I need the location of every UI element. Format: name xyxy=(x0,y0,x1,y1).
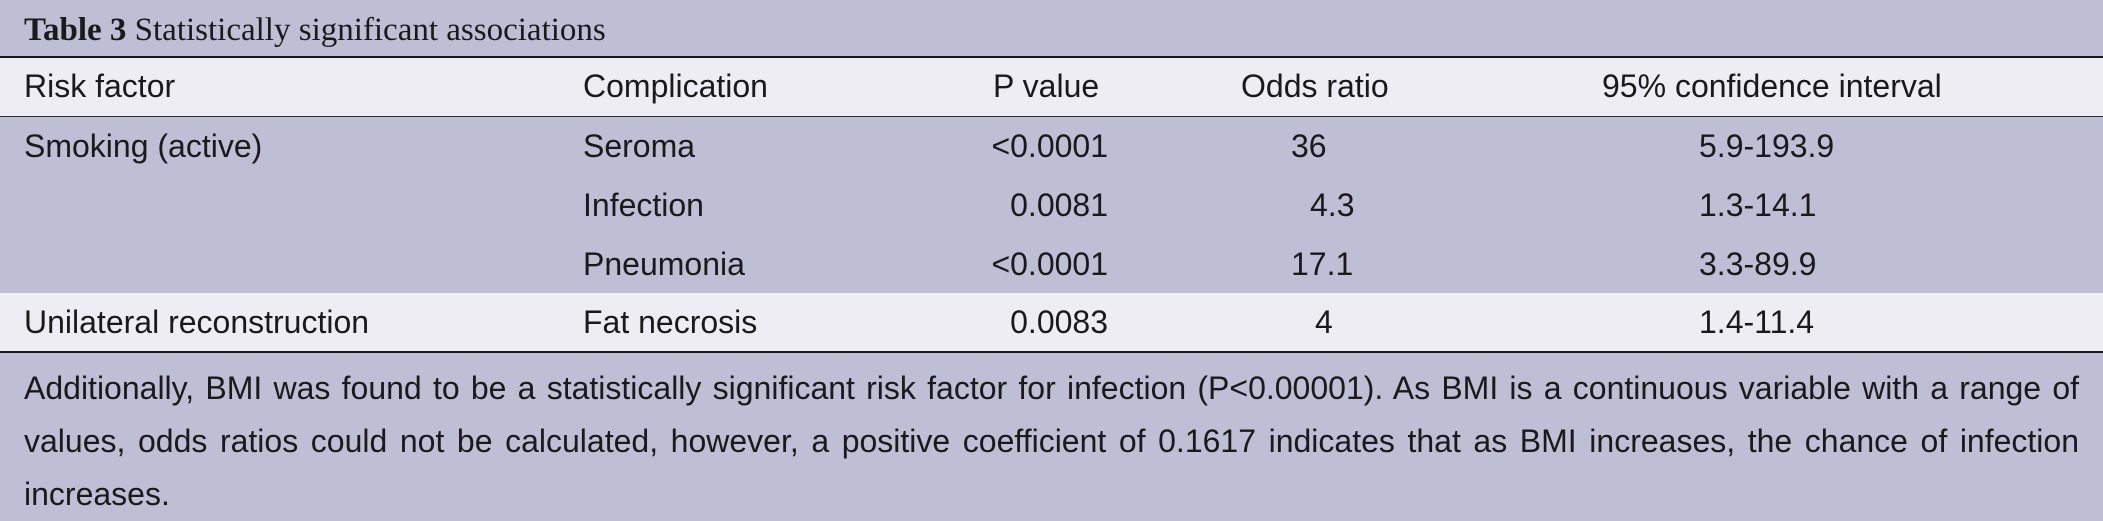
ci-cell: 1.3-14.1 xyxy=(1699,187,1817,223)
ci-cell: 5.9-193.9 xyxy=(1699,128,1835,164)
table-caption: Table 3 Statistically significant associ… xyxy=(0,0,2103,56)
complication-cell: Seroma xyxy=(583,128,696,164)
ci-cell: 1.4-11.4 xyxy=(1699,304,1815,340)
bottom-rule xyxy=(0,351,2103,353)
p-value-cell: <0.0001 xyxy=(991,128,1108,164)
complication-cell: Pneumonia xyxy=(583,246,745,282)
table-row-group-smoking: Smoking (active) Seroma <0.0001 36 5.9-1… xyxy=(0,117,2103,293)
ci-cell: 3.3-89.9 xyxy=(1699,246,1817,282)
table-footnote: Additionally, BMI was found to be a stat… xyxy=(0,354,2103,519)
odds-ratio-cell: 36 xyxy=(1291,128,1327,164)
table-header-row: Risk factor Complication P value Odds ra… xyxy=(0,58,2103,116)
complication-cell: Fat necrosis xyxy=(583,304,758,340)
column-header-odds-ratio: Odds ratio xyxy=(1241,68,1389,104)
column-header-risk-factor: Risk factor xyxy=(24,68,176,104)
table-title: Table 3 Statistically significant associ… xyxy=(24,10,606,50)
odds-ratio-cell: 4.3 xyxy=(1310,187,1355,223)
table-title-text: Statistically significant associations xyxy=(134,12,606,48)
column-header-complication: Complication xyxy=(583,68,768,104)
odds-ratio-cell: 4 xyxy=(1315,304,1333,340)
table-row-unilateral: Unilateral reconstruction Fat necrosis 0… xyxy=(0,293,2103,351)
p-value-cell: 0.0081 xyxy=(1010,187,1108,223)
column-header-confidence-interval: 95% confidence interval xyxy=(1602,68,1942,104)
p-value-cell: <0.0001 xyxy=(991,246,1108,282)
footnote-text: Additionally, BMI was found to be a stat… xyxy=(24,370,2079,512)
risk-factor-cell: Smoking (active) xyxy=(24,128,263,164)
complication-cell: Infection xyxy=(583,187,704,223)
risk-factor-cell: Unilateral reconstruction xyxy=(24,304,370,340)
table-number: Table 3 xyxy=(24,12,127,48)
odds-ratio-cell: 17.1 xyxy=(1291,246,1354,282)
top-rule xyxy=(0,56,2103,58)
p-value-cell: 0.0083 xyxy=(1010,304,1108,340)
header-rule xyxy=(0,116,2103,117)
column-header-p-value: P value xyxy=(993,68,1100,104)
